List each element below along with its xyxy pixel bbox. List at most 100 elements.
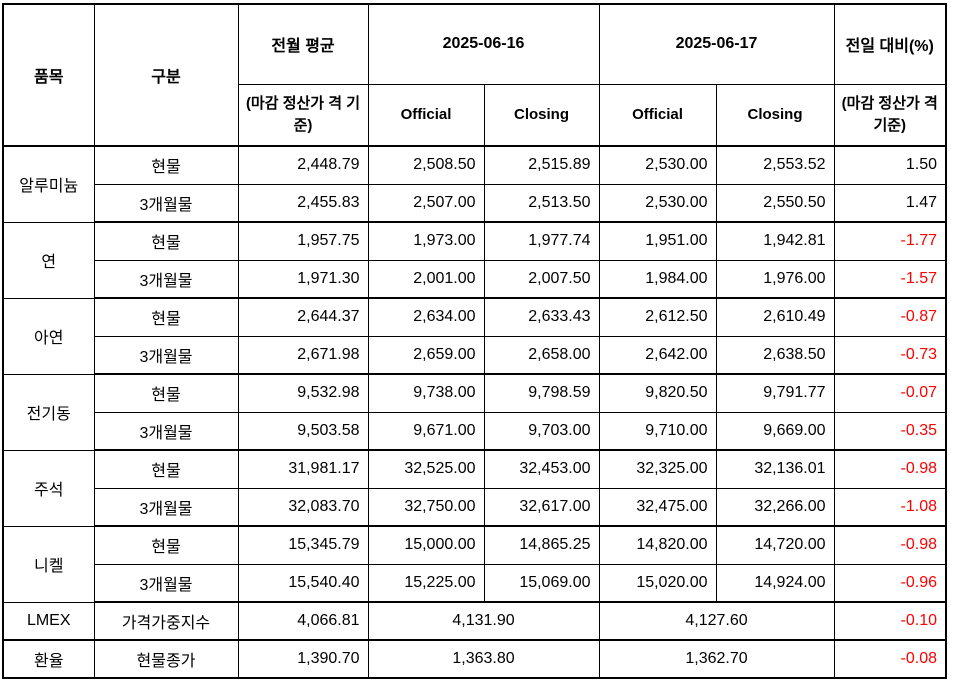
- d2-closing-cell: 1,976.00: [715, 259, 835, 299]
- d1-official-cell: 9,738.00: [367, 373, 485, 413]
- change-cell: -1.77: [833, 221, 947, 261]
- table-row: 알루미늄 현물 2,448.79 2,508.50 2,515.89 2,530…: [2, 145, 947, 223]
- table-row: 전기동 현물 9,532.98 9,738.00 9,798.59 9,820.…: [2, 373, 947, 451]
- category-cell: 현물: [93, 221, 239, 261]
- col-subheader-date2-official: Official: [598, 83, 717, 147]
- d1-closing-cell: 2,633.43: [483, 297, 600, 337]
- d1-closing-cell: 2,007.50: [483, 259, 600, 299]
- col-subheader-prev-avg-basis: (마감 정산가 격 기준): [237, 83, 369, 147]
- d1-official-cell: 1,973.00: [367, 221, 485, 261]
- item-cell-lead: 연: [2, 221, 95, 299]
- table-row: 3개월물 2,671.98 2,659.00 2,658.00 2,642.00…: [3, 335, 947, 375]
- d2-closing-cell: 32,136.01: [715, 449, 835, 489]
- category-cell: 가격가중지수: [93, 601, 239, 641]
- d2-closing-cell: 9,791.77: [715, 373, 835, 413]
- table-row: 3개월물 9,503.58 9,671.00 9,703.00 9,710.00…: [3, 411, 947, 451]
- table-row: 3개월물 2,455.83 2,507.00 2,513.50 2,530.00…: [3, 183, 947, 223]
- item-cell-lmex: LMEX: [2, 601, 95, 641]
- d1-official-cell: 15,000.00: [367, 525, 485, 565]
- prev-avg-cell: 2,448.79: [237, 145, 369, 185]
- category-cell: 3개월물: [93, 335, 239, 375]
- change-cell: 1.47: [833, 183, 947, 223]
- d1-official-cell: 32,525.00: [367, 449, 485, 489]
- category-cell: 3개월물: [93, 183, 239, 223]
- d1-closing-cell: 2,515.89: [483, 145, 600, 185]
- change-cell: -0.98: [833, 449, 947, 489]
- category-cell: 3개월물: [93, 487, 239, 527]
- prev-avg-cell: 9,532.98: [237, 373, 369, 413]
- table-body: 알루미늄 현물 2,448.79 2,508.50 2,515.89 2,530…: [2, 145, 947, 679]
- change-cell: -0.73: [833, 335, 947, 375]
- change-cell: -0.98: [833, 525, 947, 565]
- item-cell-tin: 주석: [2, 449, 95, 527]
- table-row: 3개월물 32,083.70 32,750.00 32,617.00 32,47…: [3, 487, 947, 527]
- col-header-change: 전일 대비(%): [833, 3, 947, 85]
- col-header-category: 구분: [93, 3, 239, 147]
- d1-official-cell: 2,659.00: [367, 335, 485, 375]
- change-cell: 1.50: [833, 145, 947, 185]
- d2-closing-cell: 14,720.00: [715, 525, 835, 565]
- table-row-fx: 환율 현물종가 1,390.70 1,363.80 1,362.70 -0.08: [2, 639, 947, 679]
- prev-avg-cell: 15,540.40: [237, 563, 369, 603]
- d1-closing-cell: 2,658.00: [483, 335, 600, 375]
- prev-avg-cell: 32,083.70: [237, 487, 369, 527]
- item-cell-nickel: 니켈: [2, 525, 95, 603]
- d2-official-cell: 32,325.00: [598, 449, 717, 489]
- category-cell: 3개월물: [93, 259, 239, 299]
- category-cell: 3개월물: [93, 563, 239, 603]
- col-header-date2: 2025-06-17: [598, 3, 835, 85]
- d2-official-cell: 9,820.50: [598, 373, 717, 413]
- col-subheader-date1-closing: Closing: [483, 83, 600, 147]
- table-row: 3개월물 15,540.40 15,225.00 15,069.00 15,02…: [3, 563, 947, 603]
- d1-closing-cell: 9,798.59: [483, 373, 600, 413]
- d1-closing-cell: 32,617.00: [483, 487, 600, 527]
- d2-official-cell: 2,530.00: [598, 145, 717, 185]
- d2-closing-cell: 2,610.49: [715, 297, 835, 337]
- d1-official-cell: 2,001.00: [367, 259, 485, 299]
- table-row-lmex: LMEX 가격가중지수 4,066.81 4,131.90 4,127.60 -…: [2, 601, 947, 641]
- col-subheader-date2-closing: Closing: [715, 83, 835, 147]
- d2-closing-cell: 2,553.52: [715, 145, 835, 185]
- d1-official-cell: 32,750.00: [367, 487, 485, 527]
- prev-avg-cell: 31,981.17: [237, 449, 369, 489]
- category-cell: 현물: [93, 373, 239, 413]
- prev-avg-cell: 1,390.70: [237, 639, 369, 679]
- col-header-prev-avg: 전월 평균: [237, 3, 369, 85]
- d1-official-cell: 9,671.00: [367, 411, 485, 451]
- d1-closing-cell: 9,703.00: [483, 411, 600, 451]
- change-cell: -0.10: [833, 601, 947, 641]
- d1-official-cell: 2,508.50: [367, 145, 485, 185]
- d2-official-cell: 1,951.00: [598, 221, 717, 261]
- col-subheader-change-basis: (마감 정산가 격 기준): [833, 83, 947, 147]
- lme-price-table: 품목 구분 전월 평균 2025-06-16 2025-06-17 전일 대비(…: [2, 3, 947, 679]
- d2-official-cell: 14,820.00: [598, 525, 717, 565]
- category-cell: 현물: [93, 449, 239, 489]
- header-row-sub: (마감 정산가 격 기준) Official Closing Official …: [3, 83, 947, 147]
- d2-closing-cell: 9,669.00: [715, 411, 835, 451]
- d1-official-cell: 2,634.00: [367, 297, 485, 337]
- item-cell-copper: 전기동: [2, 373, 95, 451]
- change-cell: -0.07: [833, 373, 947, 413]
- category-cell: 3개월물: [93, 411, 239, 451]
- d2-official-cell: 15,020.00: [598, 563, 717, 603]
- change-cell: -0.08: [833, 639, 947, 679]
- d2-closing-cell: 2,550.50: [715, 183, 835, 223]
- d2-closing-cell: 32,266.00: [715, 487, 835, 527]
- d1-merged-cell: 1,363.80: [367, 639, 600, 679]
- prev-avg-cell: 15,345.79: [237, 525, 369, 565]
- table-row: 3개월물 1,971.30 2,001.00 2,007.50 1,984.00…: [3, 259, 947, 299]
- col-header-item: 품목: [2, 3, 95, 147]
- prev-avg-cell: 2,671.98: [237, 335, 369, 375]
- col-header-date1: 2025-06-16: [367, 3, 600, 85]
- prev-avg-cell: 2,644.37: [237, 297, 369, 337]
- d1-closing-cell: 2,513.50: [483, 183, 600, 223]
- prev-avg-cell: 1,957.75: [237, 221, 369, 261]
- d1-closing-cell: 32,453.00: [483, 449, 600, 489]
- d2-closing-cell: 2,638.50: [715, 335, 835, 375]
- item-cell-fx: 환율: [2, 639, 95, 679]
- category-cell: 현물: [93, 145, 239, 185]
- change-cell: -1.08: [833, 487, 947, 527]
- prev-avg-cell: 9,503.58: [237, 411, 369, 451]
- item-cell-zinc: 아연: [2, 297, 95, 375]
